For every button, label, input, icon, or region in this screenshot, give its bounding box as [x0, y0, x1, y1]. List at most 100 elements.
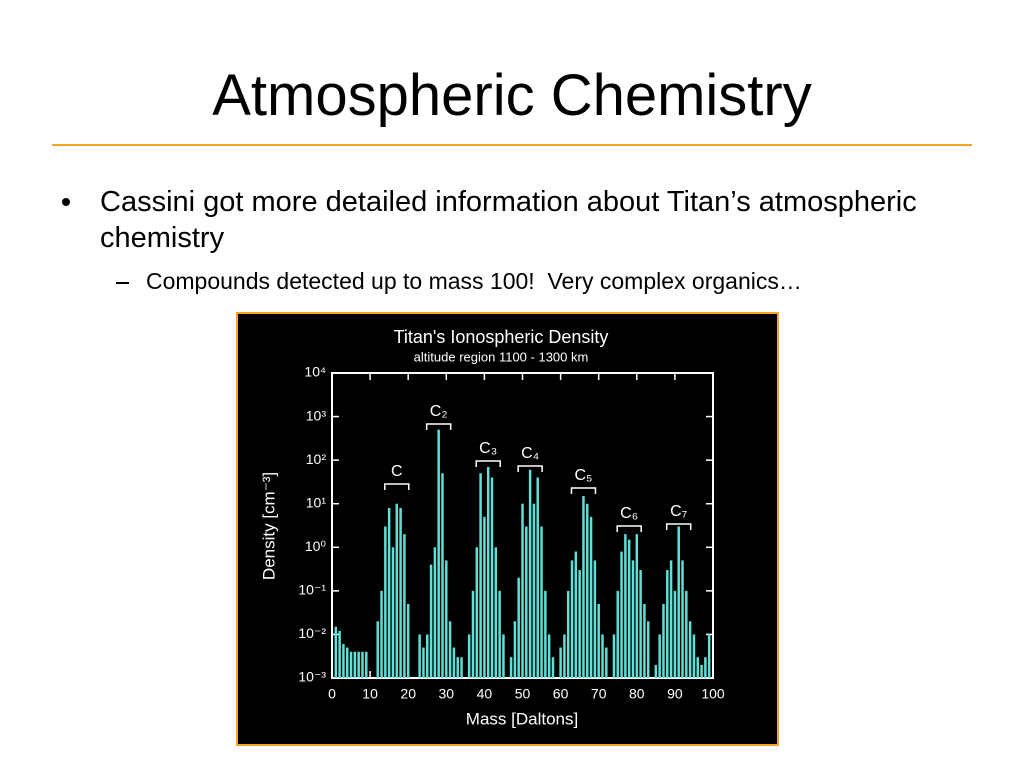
bar	[662, 603, 665, 678]
y-tick-label: 10⁻²	[298, 625, 326, 641]
annotation-bracket	[665, 523, 692, 530]
bar	[334, 626, 338, 678]
bar	[551, 657, 555, 678]
bar	[509, 657, 513, 678]
bar	[707, 634, 711, 678]
y-tick-label: 10¹	[306, 494, 327, 510]
sub-bullet-text: Compounds detected up to mass 100! Very …	[146, 268, 802, 294]
bar	[426, 634, 429, 678]
bullet-text: Cassini got more detailed information ab…	[100, 186, 917, 254]
bar	[486, 466, 490, 678]
bar	[547, 634, 551, 678]
bar	[685, 590, 688, 678]
bar	[502, 634, 505, 678]
annotation: C₅	[574, 467, 592, 484]
bar	[578, 570, 581, 678]
bar	[525, 526, 528, 678]
bar	[517, 577, 520, 678]
bar	[688, 621, 692, 678]
y-tick-label: 10⁻³	[298, 669, 326, 685]
x-axis-label: Mass [Daltons]	[466, 709, 578, 728]
bar	[601, 634, 604, 678]
bar	[406, 603, 410, 678]
bar	[597, 603, 600, 678]
bar	[441, 473, 444, 678]
bar	[559, 647, 562, 678]
annotation-bracket	[570, 487, 597, 494]
sub-bullet-marker	[116, 282, 129, 284]
bar	[380, 590, 383, 678]
bar	[338, 630, 341, 678]
y-tick-label: 10³	[306, 407, 327, 423]
y-tick-label: 10⁻¹	[298, 582, 326, 598]
y-tick-label: 10⁰	[305, 538, 327, 554]
bar	[532, 503, 536, 678]
bar	[669, 560, 673, 678]
bar	[346, 647, 349, 678]
bar	[460, 657, 463, 678]
title-rule	[52, 144, 972, 146]
bar	[445, 560, 448, 678]
bar	[357, 651, 360, 678]
bar	[391, 547, 395, 678]
annotation: C₆	[620, 505, 638, 522]
bar	[353, 651, 357, 678]
bar	[483, 516, 486, 678]
bar	[422, 647, 425, 678]
bar	[700, 664, 703, 678]
x-tick-label: 50	[515, 686, 531, 702]
bar	[384, 526, 387, 678]
bar	[605, 647, 608, 678]
bar	[349, 651, 353, 678]
bar	[593, 560, 597, 678]
annotation: C₇	[670, 503, 687, 520]
x-tick-label: 100	[701, 686, 725, 702]
annotation: C₂	[430, 403, 448, 420]
x-tick-label: 10	[362, 686, 378, 702]
bar	[376, 621, 379, 678]
bar	[387, 507, 391, 678]
bar	[616, 590, 619, 678]
bar	[498, 590, 501, 678]
annotation-bracket	[616, 525, 642, 532]
bar	[521, 503, 524, 678]
annotation: C	[391, 463, 403, 480]
x-tick-label: 20	[400, 686, 416, 702]
bar	[582, 496, 585, 678]
bar	[528, 469, 532, 678]
y-axis-label: Density [cm⁻³]	[259, 472, 278, 580]
bar	[643, 603, 646, 678]
bar	[540, 526, 543, 678]
bar	[399, 507, 402, 678]
bar	[673, 590, 677, 678]
bar	[681, 560, 684, 678]
bar	[494, 547, 498, 678]
bar	[467, 634, 471, 678]
bar	[452, 647, 456, 678]
chart-frame	[236, 312, 779, 746]
bar	[490, 477, 494, 678]
bar	[631, 560, 635, 678]
bar	[475, 547, 479, 678]
chart: Titan's Ionospheric Density altitude reg…	[236, 312, 779, 746]
bar	[704, 657, 707, 678]
annotation-bracket	[425, 423, 452, 430]
x-tick-label: 70	[591, 686, 607, 702]
bar	[666, 570, 669, 678]
x-tick-label: 90	[667, 686, 683, 702]
x-tick-label: 40	[477, 686, 493, 702]
bar	[570, 560, 574, 678]
slide-title: Atmospheric Chemistry	[212, 63, 812, 128]
bar	[566, 590, 570, 678]
bar	[342, 644, 345, 678]
bar	[563, 634, 566, 678]
bar	[418, 634, 421, 678]
bar	[692, 634, 696, 678]
annotation: C₃	[479, 440, 497, 457]
bar	[471, 590, 475, 678]
bar	[627, 539, 631, 678]
bar	[574, 551, 578, 678]
chart-subtitle: altitude region 1100 - 1300 km	[414, 349, 589, 364]
y-tick-label: 10⁴	[304, 364, 326, 380]
